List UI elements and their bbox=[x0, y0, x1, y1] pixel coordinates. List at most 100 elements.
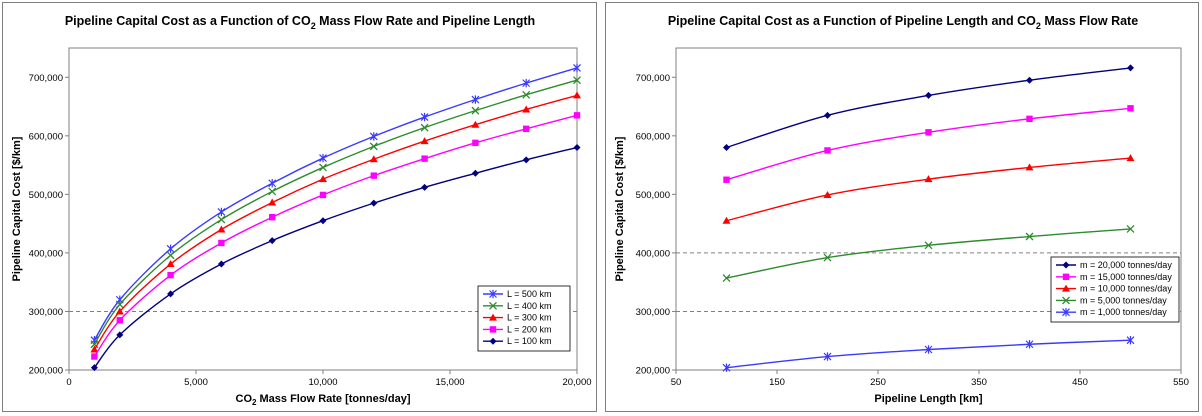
x-tick-label: 50 bbox=[671, 377, 682, 388]
data-point bbox=[217, 225, 226, 233]
y-tick-label: 700,000 bbox=[636, 73, 670, 84]
series-4 bbox=[90, 144, 581, 372]
legend-marker bbox=[1062, 261, 1070, 269]
chart-title: Pipeline Capital Cost as a Function of C… bbox=[65, 14, 535, 31]
legend-label: L = 400 km bbox=[507, 301, 551, 311]
data-point bbox=[471, 95, 480, 104]
data-point bbox=[268, 187, 277, 196]
series-0 bbox=[723, 64, 1134, 152]
x-tick-label: 450 bbox=[1072, 377, 1088, 388]
data-point bbox=[319, 191, 327, 199]
data-point bbox=[420, 112, 429, 122]
data-point bbox=[116, 317, 123, 324]
series-2 bbox=[90, 91, 581, 353]
data-point bbox=[268, 198, 277, 206]
data-point bbox=[369, 132, 378, 141]
data-point bbox=[924, 175, 933, 183]
data-point bbox=[471, 169, 479, 177]
data-point bbox=[722, 216, 731, 224]
x-tick-label: 550 bbox=[1173, 377, 1189, 388]
data-point bbox=[1126, 335, 1135, 345]
data-point bbox=[166, 260, 175, 268]
legend-marker bbox=[1062, 284, 1070, 292]
series-3 bbox=[722, 224, 1135, 283]
series-3 bbox=[91, 112, 581, 360]
data-point bbox=[573, 76, 581, 85]
data-point bbox=[522, 90, 531, 99]
data-point bbox=[420, 137, 429, 145]
y-tick-label: 400,000 bbox=[636, 248, 670, 259]
legend: m = 20,000 tonnes/day m = 15,000 tonnes/d… bbox=[1050, 256, 1180, 323]
legend-marker bbox=[489, 289, 497, 299]
x-tick-label: 15,000 bbox=[435, 377, 464, 388]
series-2 bbox=[722, 154, 1135, 224]
data-point bbox=[90, 364, 98, 372]
chart-left: Pipeline Capital Cost as a Function of C… bbox=[11, 14, 592, 407]
data-point bbox=[925, 129, 932, 136]
data-point bbox=[522, 105, 531, 113]
data-point bbox=[91, 353, 98, 360]
legend-marker bbox=[489, 301, 497, 310]
data-point bbox=[722, 363, 731, 372]
data-point bbox=[522, 78, 531, 88]
data-point bbox=[573, 112, 581, 119]
y-tick-label: 300,000 bbox=[636, 307, 670, 318]
x-tick-label: 250 bbox=[870, 377, 886, 388]
x-axis-label: Pipeline Length [km] bbox=[874, 393, 983, 405]
chart-title: Pipeline Capital Cost as a Function of P… bbox=[668, 14, 1138, 31]
chart-panel-left: Pipeline Capital Cost as a Function of C… bbox=[2, 2, 597, 412]
data-point bbox=[723, 176, 730, 183]
series-1 bbox=[90, 76, 581, 349]
data-point bbox=[218, 239, 225, 247]
data-point bbox=[1025, 340, 1034, 349]
data-point bbox=[116, 331, 124, 339]
y-tick-label: 600,000 bbox=[636, 131, 670, 142]
data-point bbox=[369, 142, 378, 151]
y-tick-label: 200,000 bbox=[29, 366, 63, 377]
data-point bbox=[471, 106, 480, 115]
data-point bbox=[823, 352, 832, 361]
y-tick-label: 200,000 bbox=[636, 366, 670, 377]
data-point bbox=[925, 91, 932, 99]
data-point bbox=[421, 183, 429, 191]
x-tick-label: 350 bbox=[971, 377, 987, 388]
legend-label: L = 100 km bbox=[507, 336, 551, 346]
data-point bbox=[217, 207, 226, 217]
legend-label: m = 15,000 tonnes/day bbox=[1080, 272, 1172, 282]
chart-right: Pipeline Capital Cost as a Function of P… bbox=[614, 14, 1189, 405]
x-tick-label: 10,000 bbox=[308, 377, 337, 388]
data-point bbox=[421, 155, 428, 162]
y-axis-label: Pipeline Capital Cost [$/km] bbox=[11, 136, 23, 281]
legend-label: m = 1,000 tonnes/day bbox=[1080, 307, 1167, 317]
data-point bbox=[115, 300, 124, 309]
legend-box bbox=[1050, 256, 1180, 323]
legend-marker bbox=[1062, 296, 1070, 305]
data-point bbox=[319, 163, 327, 172]
data-point bbox=[823, 253, 832, 262]
legend-marker bbox=[489, 337, 497, 345]
data-point bbox=[167, 271, 174, 279]
data-point bbox=[217, 260, 225, 268]
y-tick-label: 500,000 bbox=[29, 190, 63, 201]
data-point bbox=[269, 213, 276, 221]
data-point bbox=[167, 290, 175, 298]
y-tick-label: 400,000 bbox=[29, 248, 63, 259]
data-point bbox=[1025, 163, 1034, 171]
data-point bbox=[319, 175, 327, 183]
series-1 bbox=[723, 105, 1134, 183]
data-point bbox=[573, 63, 581, 73]
data-point bbox=[90, 345, 99, 353]
data-point bbox=[370, 199, 378, 207]
data-point bbox=[369, 155, 378, 163]
data-point bbox=[1026, 76, 1033, 84]
x-tick-label: 20,000 bbox=[562, 377, 591, 388]
data-point bbox=[166, 251, 175, 260]
data-point bbox=[523, 125, 530, 132]
data-point bbox=[1126, 224, 1135, 233]
legend-label: L = 500 km bbox=[507, 289, 551, 299]
legend-label: L = 200 km bbox=[507, 324, 551, 334]
data-point bbox=[268, 179, 277, 188]
data-point bbox=[471, 120, 480, 128]
data-point bbox=[522, 156, 530, 164]
data-point bbox=[1126, 154, 1135, 162]
